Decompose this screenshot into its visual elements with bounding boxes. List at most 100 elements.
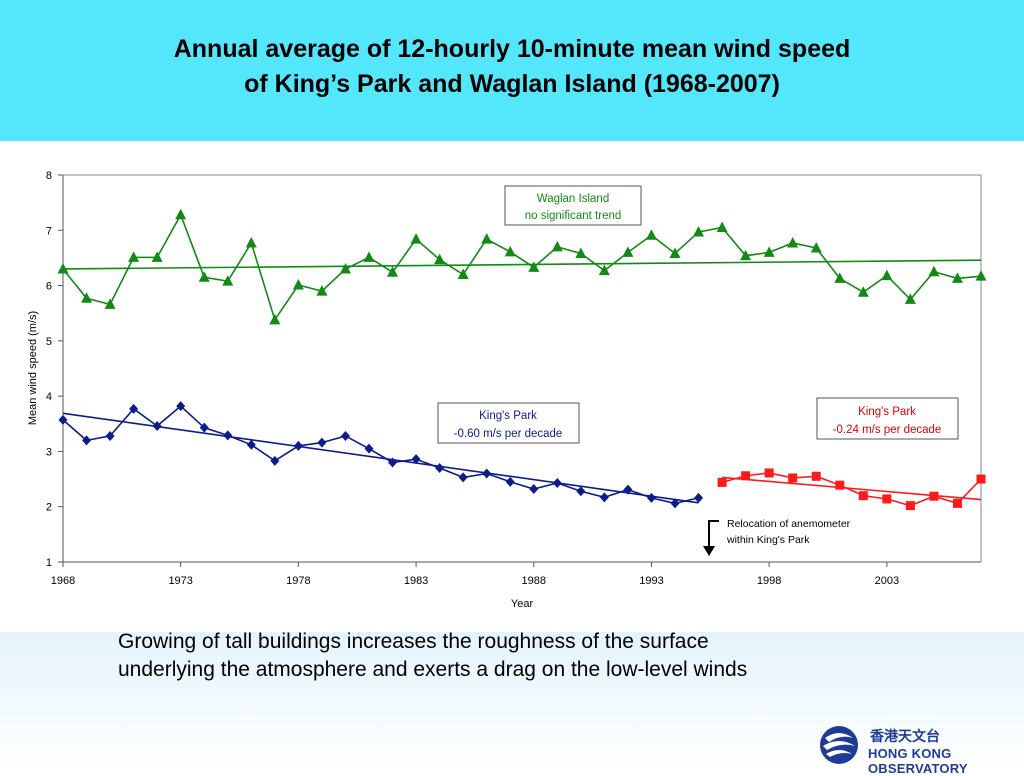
- kings_early-point: [529, 484, 539, 495]
- kings_early-point: [293, 440, 303, 451]
- hko-emblem-icon: [820, 726, 858, 764]
- waglan-point: [881, 269, 893, 281]
- waglan-point: [716, 221, 728, 233]
- kings_late-point: [811, 471, 821, 481]
- waglan-point: [222, 275, 234, 286]
- kings_early-point: [105, 430, 115, 441]
- waglan-point: [81, 292, 93, 303]
- waglan-data-line: [62, 212, 982, 322]
- relocation-arrow-icon: [703, 546, 715, 556]
- waglan-point: [339, 262, 351, 274]
- relocation-note-line-2: within King's Park: [726, 534, 810, 546]
- caption-line-2: underlying the atmosphere and exerts a d…: [118, 658, 748, 681]
- kings_early-point: [176, 401, 186, 412]
- kings-late-annotation: King's Park -0.24 m/s per decade: [816, 397, 959, 440]
- kings-early-annotation-box: [437, 402, 580, 444]
- kings_early-point: [623, 484, 633, 495]
- x-tick-label: 1968: [51, 575, 75, 587]
- waglan-point: [363, 251, 375, 262]
- series-layer: [57, 208, 987, 511]
- kings_early-point: [388, 457, 398, 468]
- kings-early-annotation-line-2: -0.60 m/s per decade: [454, 428, 563, 440]
- waglan-point: [292, 279, 304, 290]
- y-tick-label: 8: [46, 170, 52, 182]
- waglan-point: [575, 247, 587, 259]
- waglan-point: [316, 285, 328, 296]
- kings-late-annotation-box: [816, 397, 959, 440]
- kings_early-point: [317, 437, 327, 448]
- x-tick-label: 1993: [639, 575, 663, 587]
- x-tick-label: 1978: [286, 575, 310, 587]
- waglan-annotation: Waglan Island no significant trend: [504, 185, 642, 226]
- logo-english-name: HONG KONG OBSERVATORY: [868, 746, 968, 776]
- kings-late-annotation-line-2: -0.24 m/s per decade: [833, 424, 942, 436]
- waglan-point: [269, 313, 281, 325]
- kings_early-point: [199, 422, 209, 433]
- waglan-point: [551, 240, 563, 252]
- waglan-point: [245, 237, 257, 248]
- y-ticks: 1 2 3 4 5 6 7 8: [46, 170, 63, 569]
- y-tick-label: 5: [46, 336, 52, 348]
- x-ticks: 1968 1973 1978 1983 1988 1993 1998 2003: [51, 562, 899, 587]
- kings_early-point: [646, 492, 656, 503]
- kings_late-point: [835, 480, 845, 490]
- waglan-annotation-line-1: Waglan Island: [537, 193, 609, 205]
- waglan-point: [598, 264, 610, 276]
- waglan-point: [387, 266, 399, 277]
- waglan-point: [481, 233, 493, 244]
- waglan-point: [128, 251, 140, 262]
- chart-axes: [62, 174, 982, 563]
- kings_late-point: [905, 501, 915, 511]
- waglan-point: [175, 208, 187, 220]
- kings_early-data-line: [62, 405, 699, 505]
- waglan-point: [693, 225, 705, 237]
- waglan-point: [810, 241, 822, 253]
- waglan-point: [834, 272, 846, 283]
- waglan-point: [763, 246, 775, 257]
- waglan-point: [669, 247, 681, 259]
- waglan-point: [457, 268, 469, 280]
- waglan-annotation-box: [504, 185, 642, 226]
- x-tick-label: 2003: [875, 575, 899, 587]
- kings_early-point: [246, 439, 256, 450]
- waglan-point: [928, 265, 940, 277]
- kings_early-point: [505, 476, 515, 487]
- relocation-annotation: Relocation of anemometer within King's P…: [703, 518, 851, 556]
- caption-line-1: Growing of tall buildings increases the …: [118, 630, 709, 653]
- kings_early-point: [482, 468, 492, 479]
- kings_early-series: [58, 401, 704, 509]
- x-tick-label: 1998: [757, 575, 781, 587]
- kings_early-point: [340, 430, 350, 441]
- waglan-point: [104, 298, 116, 309]
- kings_early-point: [364, 443, 374, 454]
- kings_late-point: [788, 473, 798, 483]
- waglan-point: [57, 262, 69, 274]
- kings_early-point: [82, 435, 92, 446]
- y-tick-label: 7: [46, 225, 52, 237]
- kings_early-point: [58, 414, 68, 425]
- x-tick-label: 1983: [404, 575, 428, 587]
- waglan-point: [198, 271, 210, 282]
- waglan-point: [975, 270, 987, 281]
- y-tick-label: 3: [46, 446, 52, 458]
- waglan-trend-line: [62, 259, 982, 270]
- y-tick-label: 4: [46, 391, 52, 403]
- kings_early-point: [223, 430, 233, 441]
- y-tick-label: 6: [46, 281, 52, 293]
- observatory-logo: [820, 726, 858, 764]
- wind-speed-chart: 1 2 3 4 5 6 7 8 1968 1973 1978 1983 1988 1993 1998 200…: [0, 141, 1024, 632]
- waglan-point: [645, 229, 657, 240]
- waglan-point: [740, 249, 752, 261]
- kings-early-annotation-line-1: King's Park: [479, 410, 537, 422]
- waglan-point: [504, 245, 516, 257]
- waglan-point: [857, 286, 869, 297]
- kings_late-point: [929, 491, 939, 501]
- kings_early-point: [552, 477, 562, 488]
- waglan-point: [622, 246, 634, 257]
- caption: Growing of tall buildings increases the …: [118, 628, 918, 684]
- relocation-note-line-1: Relocation of anemometer: [727, 518, 851, 530]
- kings_early-trend-line: [62, 412, 699, 504]
- waglan-point: [904, 293, 916, 304]
- y-tick-label: 2: [46, 502, 52, 514]
- slide-title-line-1: Annual average of 12-hourly 10-minute me…: [173, 35, 851, 63]
